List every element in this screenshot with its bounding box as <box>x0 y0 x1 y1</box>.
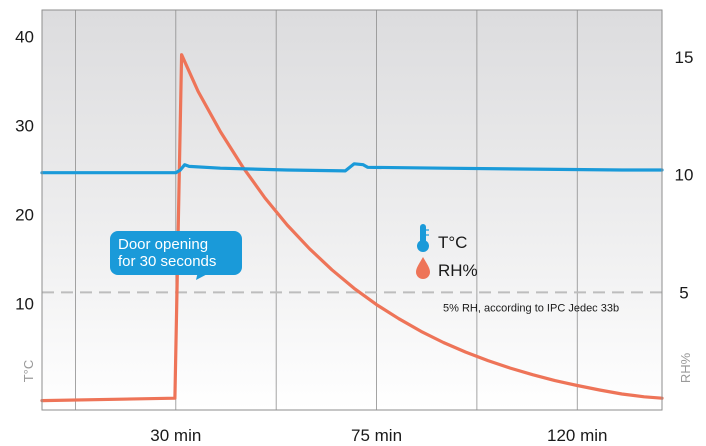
y-left-axis-label: T°C <box>21 360 36 383</box>
x-tick-label: 75 min <box>351 426 402 445</box>
callout-text-line: Door opening <box>118 236 208 253</box>
x-tick-label: 120 min <box>547 426 607 445</box>
y-left-tick-label: 20 <box>15 205 34 224</box>
x-tick-label: 30 min <box>150 426 201 445</box>
drop-icon <box>416 257 430 279</box>
reference-line-group: 5% RH, according to IPC Jedec 33b <box>42 291 662 314</box>
series-group <box>40 53 664 403</box>
series-line-humidity <box>40 53 664 403</box>
legend-label-temperature: T°C <box>438 233 467 252</box>
series-line-temperature <box>40 162 664 175</box>
y-right-tick-label: 5 <box>679 283 688 302</box>
plot-frame <box>41 9 663 411</box>
y-right-axis-label: RH% <box>678 352 693 383</box>
y-left-tick-label: 30 <box>15 117 34 136</box>
legend: T°C RH% <box>416 224 478 280</box>
thermometer-icon <box>417 224 429 252</box>
callout-text-line: for 30 seconds <box>118 253 216 270</box>
callout-box <box>110 231 242 275</box>
y-right-tick-label: 15 <box>675 48 694 67</box>
y-left-tick-label: 40 <box>15 28 34 47</box>
legend-label-humidity: RH% <box>438 261 478 280</box>
plot-background <box>42 10 662 410</box>
y-left-tick-label: 10 <box>15 294 34 313</box>
reference-line-label: 5% RH, according to IPC Jedec 33b <box>443 302 619 314</box>
axes: 10 20 30 40 5 10 15 30 min 75 min 120 min T°C RH% <box>15 9 694 445</box>
y-right-tick-label: 10 <box>675 166 694 185</box>
